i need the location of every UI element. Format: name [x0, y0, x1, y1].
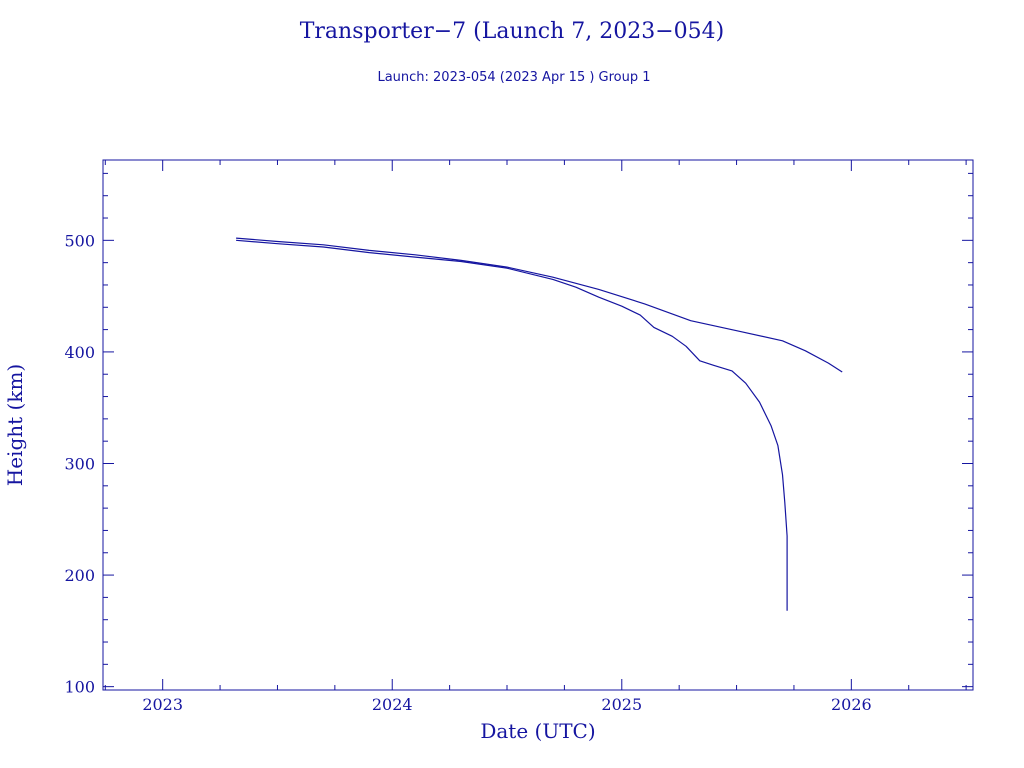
series-line-2 — [236, 239, 788, 611]
axis-tick-labels: 2023 2024 2025 2026 100 200 300 400 500 — [64, 231, 871, 714]
y-tick-label: 500 — [64, 231, 95, 250]
x-tick-label: 2024 — [372, 695, 413, 714]
chart-subtitle: Launch: 2023-054 (2023 Apr 15 ) Group 1 — [377, 70, 650, 85]
axis-ticks — [103, 160, 973, 690]
y-tick-label: 400 — [64, 343, 95, 362]
x-tick-label: 2025 — [601, 695, 642, 714]
x-tick-label: 2023 — [142, 695, 183, 714]
series-line-1 — [236, 237, 843, 373]
data-series — [236, 237, 843, 611]
plot-frame — [102, 159, 974, 691]
y-tick-label: 300 — [64, 454, 95, 473]
y-tick-label: 200 — [64, 566, 95, 585]
y-axis-label: Height (km) — [3, 364, 27, 486]
x-axis-label: Date (UTC) — [480, 719, 595, 743]
x-tick-label: 2026 — [831, 695, 872, 714]
chart-title: Transporter−7 (Launch 7, 2023−054) — [300, 19, 725, 44]
y-tick-label: 100 — [64, 678, 95, 697]
